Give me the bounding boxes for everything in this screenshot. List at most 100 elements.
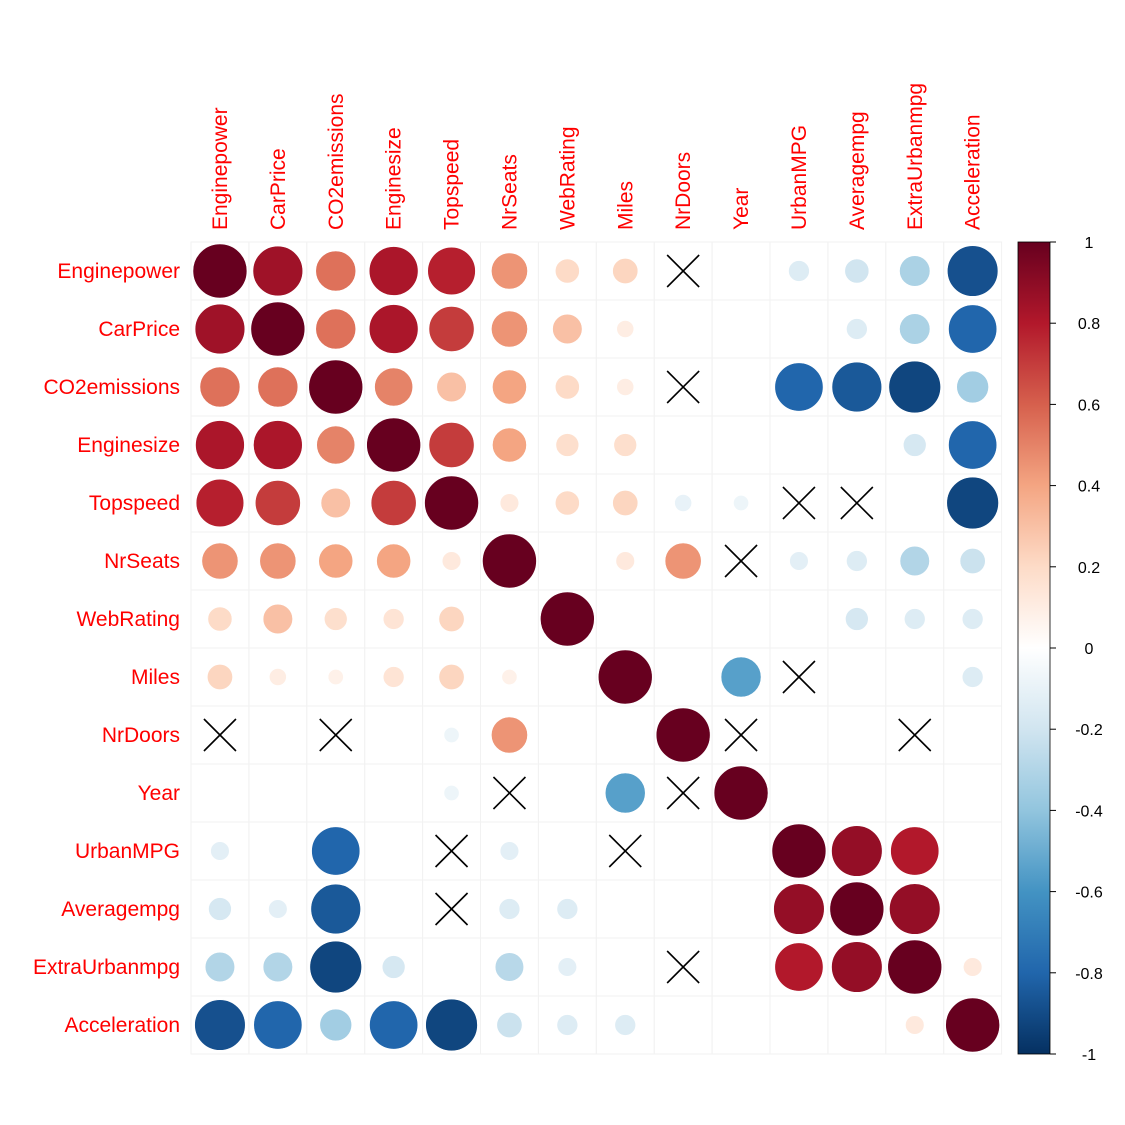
correlation-circle [194,999,246,1051]
insignificant-marker [492,776,527,810]
row-label: CO2emissions [43,376,180,399]
correlation-circle [905,1015,925,1035]
correlation-circle [492,369,527,405]
correlation-circle [315,250,357,292]
row-label: NrDoors [102,724,180,747]
correlation-circle [829,881,885,937]
correlation-circle [376,543,412,579]
correlation-circle [616,378,635,396]
correlation-circle [310,883,361,935]
correlation-circle [946,476,999,530]
column-label: Averagempg [846,111,869,230]
correlation-circle [438,664,465,690]
row-label: Topspeed [89,492,180,515]
insignificant-marker [666,776,700,810]
row-label: Acceleration [64,1014,180,1037]
grid-cell [248,821,308,881]
row-labels: Enginepower CarPrice CO2emissions Enginesiz… [33,260,180,1037]
grid-cell [711,589,771,649]
legend-tick-label: 0.8 [1078,316,1100,333]
column-label: Enginepower [209,107,232,230]
correlation-circle [381,955,406,979]
correlation-circle [482,533,537,589]
correlation-circle [831,825,883,877]
correlation-circle [557,957,578,977]
correlation-circle [597,649,653,705]
correlation-circle [612,258,639,284]
correlation-circle [890,826,940,876]
correlation-circle [948,304,998,354]
grid-cell [248,705,308,765]
correlation-circle [309,940,362,994]
grid-cell [769,415,829,475]
insignificant-marker [724,718,758,752]
insignificant-marker [608,834,642,868]
column-labels: Enginepower CarPrice CO2emissions Enginesiz… [209,83,985,230]
correlation-circle [268,899,288,919]
correlation-circle [903,608,926,630]
correlation-circle [382,608,405,630]
grid-cell [885,647,945,707]
grid-cell [769,705,829,765]
correlation-circle [208,897,232,921]
correlation-circle [369,1000,419,1050]
correlation-circle [498,898,521,920]
correlation-circle [436,371,467,403]
row-label: Miles [131,666,180,689]
column-label: ExtraUrbanmpg [904,83,927,230]
correlation-circle [499,841,520,861]
correlation-circle [956,370,989,404]
grid-cell [943,705,1003,765]
correlation-circle [316,425,356,465]
correlation-circle [311,826,361,876]
grid-cell [537,705,597,765]
correlation-circle [948,420,998,470]
correlation-circle [210,841,230,861]
column-label: UrbanMPG [788,125,811,230]
insignificant-marker [666,370,700,404]
correlation-circle [491,310,528,348]
correlation-circle [713,765,769,821]
correlation-circle [846,550,868,572]
grid-cell [827,995,887,1055]
legend-tick-label: 1 [1085,235,1094,252]
grid-cell [943,821,1003,881]
insignificant-marker [898,718,932,752]
correlation-circle [774,362,824,412]
correlation-circle [720,656,762,698]
correlation-circle [323,607,348,631]
grid-cell [537,821,597,881]
grid-cell [943,879,1003,939]
grid-cell [943,763,1003,823]
correlation-circle [424,475,479,531]
insignificant-marker [782,486,816,520]
grid-layer [190,241,1003,1055]
legend-tick-label: -0.6 [1075,885,1103,902]
row-label: UrbanMPG [75,840,180,863]
correlation-circle [427,246,476,296]
grid-cell [364,879,424,939]
correlation-circle [491,716,528,754]
column-label: Acceleration [962,114,985,230]
correlation-circle [194,303,246,355]
grid-cell [480,589,539,649]
grid-cell [827,705,887,765]
correlation-circle [192,243,248,299]
correlation-circle [664,542,702,580]
grid-cell [769,589,829,649]
correlation-circle [831,941,883,993]
correlation-circle [382,666,405,688]
grid-cell [595,589,655,649]
correlation-circle [655,707,711,763]
grid-cell [827,415,887,475]
correlation-circle [428,422,475,468]
grid-cell [364,705,424,765]
correlation-circle [319,1008,353,1042]
correlation-circle [496,1012,523,1038]
legend-tick-label: -0.4 [1075,803,1103,820]
correlation-circle [554,258,580,284]
correlation-circle [308,359,364,415]
correlation-circle [269,668,287,686]
correlation-circle [368,304,419,354]
